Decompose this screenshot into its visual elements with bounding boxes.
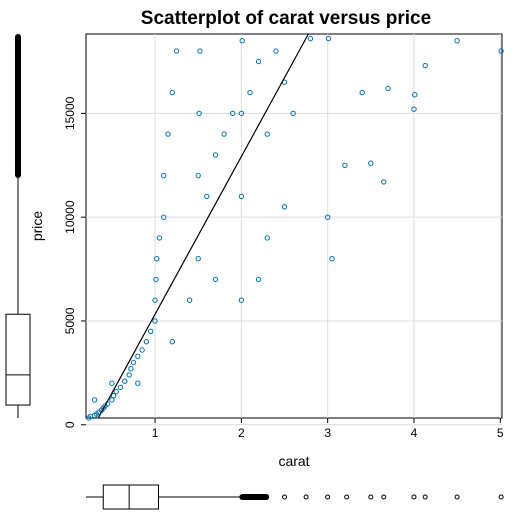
scatter-point: [143, 339, 150, 345]
outlier-point: [368, 494, 374, 500]
scatter-point: [264, 131, 270, 137]
y-tick-label: 15000: [63, 96, 77, 130]
scatter-point: [152, 318, 158, 324]
chart-title: Scatterplot of carat versus price: [141, 8, 431, 29]
scatter-point: [290, 110, 296, 117]
scatter-point: [153, 276, 159, 283]
scatter-point: [169, 339, 176, 345]
regression-line: [97, 33, 309, 419]
scatter-point: [173, 48, 180, 54]
outlier-point: [381, 494, 387, 500]
scatter-point: [239, 38, 245, 44]
scatter-point: [130, 359, 137, 366]
scatter-point: [255, 276, 262, 283]
scatter-point: [196, 110, 202, 117]
outlier-point: [344, 494, 350, 500]
x-axis-label: carat: [278, 453, 309, 469]
x-tick-label: 3: [324, 426, 331, 440]
scatter-point: [422, 62, 428, 69]
scatter-point: [126, 372, 132, 378]
scatter-point: [411, 106, 417, 112]
scatter-point: [381, 179, 387, 185]
scatter-point: [498, 48, 504, 54]
outlier-point: [454, 494, 460, 500]
outlier-point: [243, 494, 249, 500]
scatter-point: [247, 89, 253, 96]
scatter-point: [195, 172, 201, 179]
scatter-point: [212, 276, 219, 283]
scatter-point: [154, 256, 160, 262]
scatter-point: [221, 131, 227, 137]
scatter-point: [169, 89, 176, 96]
scatter-point: [148, 328, 154, 334]
scatter-point: [325, 35, 332, 42]
y-tick-label: 0: [63, 421, 77, 428]
scatter-point: [342, 162, 348, 169]
scatter-point: [161, 172, 167, 179]
scatter-point: [186, 297, 193, 303]
outlier-point: [422, 494, 428, 500]
y-axis-label: price: [29, 211, 45, 242]
box: [102, 484, 159, 510]
scatter-point: [135, 380, 141, 386]
outlier-point: [325, 494, 331, 500]
scatter-point: [238, 297, 245, 303]
scatter-point: [307, 35, 314, 42]
scatter-point: [122, 378, 128, 384]
scatter-point: [273, 48, 279, 54]
y-axis-ticks: 0 5000 10000 15000: [63, 96, 86, 428]
scatter-point: [110, 393, 117, 399]
scatter-point: [113, 388, 119, 395]
scatter-point: [238, 193, 245, 200]
scatter-point: [412, 92, 418, 98]
scatter-point: [152, 297, 158, 303]
scatter-point: [329, 256, 335, 262]
scatter-point: [230, 110, 236, 117]
outlier-point: [498, 494, 504, 500]
carat-boxplot: [86, 484, 504, 510]
scatter-point: [454, 38, 460, 44]
x-tick-label: 2: [238, 426, 245, 440]
scatter-points: [85, 35, 504, 421]
scatter-point: [156, 235, 163, 241]
scatter-point: [204, 193, 210, 200]
scatter-point: [264, 235, 270, 241]
price-boxplot: [5, 34, 31, 418]
x-tick-label: 4: [411, 426, 418, 440]
scatter-point: [255, 58, 262, 65]
scatter-point: [281, 204, 288, 210]
outlier-point: [411, 494, 417, 500]
scatter-point: [212, 152, 219, 158]
x-axis-ticks: 1 2 3 4 5: [152, 418, 504, 440]
y-tick-label: 5000: [63, 307, 77, 334]
scatter-point: [165, 131, 171, 137]
scatter-point: [117, 384, 124, 391]
scatter-point: [128, 366, 134, 372]
outlier-band: [15, 34, 21, 179]
outlier-point: [256, 494, 262, 500]
scatter-point: [368, 160, 374, 166]
scatter-point: [385, 85, 391, 92]
y-tick-label: 10000: [63, 200, 77, 234]
grid-lines: [86, 34, 502, 426]
scatter-point: [197, 48, 203, 54]
scatter-point: [195, 256, 201, 262]
scatter-point: [135, 353, 141, 359]
scatter-point: [139, 347, 145, 353]
scatter-point: [359, 89, 365, 96]
scatter-point: [109, 380, 115, 386]
scatter-point: [238, 110, 245, 117]
outlier-point: [282, 494, 288, 500]
scatter-point: [325, 214, 331, 220]
plot-frame: [85, 33, 503, 419]
scatter-point: [161, 214, 167, 220]
scatter-point: [91, 397, 98, 403]
box: [5, 313, 31, 406]
x-tick-label: 5: [497, 426, 504, 440]
outlier-point: [303, 494, 309, 500]
x-tick-label: 1: [152, 426, 159, 440]
